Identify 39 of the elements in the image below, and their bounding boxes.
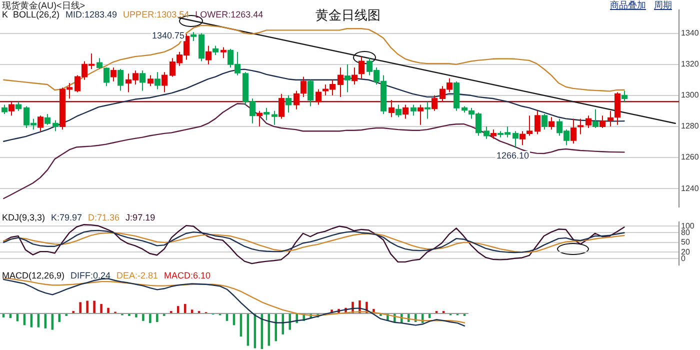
legend-title: KDJ(9,3,3) — [2, 212, 46, 222]
legend-title: K BOLL(26,2) — [2, 9, 60, 20]
bar — [135, 313, 138, 318]
y-tick-label: 0 — [681, 254, 686, 263]
y-tick-label: 50 — [681, 238, 690, 247]
text: 商品叠加 — [610, 0, 646, 11]
annotation: 1266.10 — [496, 150, 530, 161]
bar — [100, 304, 102, 314]
series-label: DEA:-2.81 — [116, 270, 158, 280]
y-tick-label: 1320 — [681, 60, 700, 69]
bar — [93, 300, 96, 314]
text: MACD:6.10 — [164, 270, 211, 280]
chart-subtitle: 现货黄金(AU)<日线> — [2, 0, 86, 10]
text: LOWER:1263.44 — [195, 9, 264, 20]
legend-title: MACD(12,26,9) — [2, 270, 65, 280]
series-label: D:71.36 — [88, 212, 120, 222]
y-tick-label: 1300 — [681, 90, 700, 100]
text: 周期 — [654, 0, 672, 11]
y-tick-label: 100 — [681, 221, 695, 230]
y-tick-label: 80 — [681, 228, 690, 237]
bar — [142, 313, 144, 321]
bar — [58, 313, 61, 322]
y-tick-label: 1340 — [681, 28, 700, 38]
bar — [107, 308, 110, 314]
y-tick-label: 20 — [681, 247, 690, 256]
series-label: UPPER:1303.54 — [123, 9, 190, 20]
chart-title: 黄金日线图 — [316, 7, 380, 22]
y-tick-label: 1240 — [681, 184, 700, 193]
bar — [86, 300, 88, 314]
y-tick-label: 1280 — [681, 122, 700, 131]
series-label: K:79.97 — [51, 212, 82, 222]
bar — [156, 313, 158, 322]
y-tick-label: 1260 — [681, 152, 700, 162]
text: MID:1283.49 — [66, 9, 118, 20]
bar — [79, 302, 82, 314]
series-label: J:97.19 — [126, 212, 156, 222]
bar — [149, 313, 152, 324]
annotation: 1340.75 — [152, 30, 184, 41]
series-label: DIFF:0.24 — [70, 270, 111, 280]
